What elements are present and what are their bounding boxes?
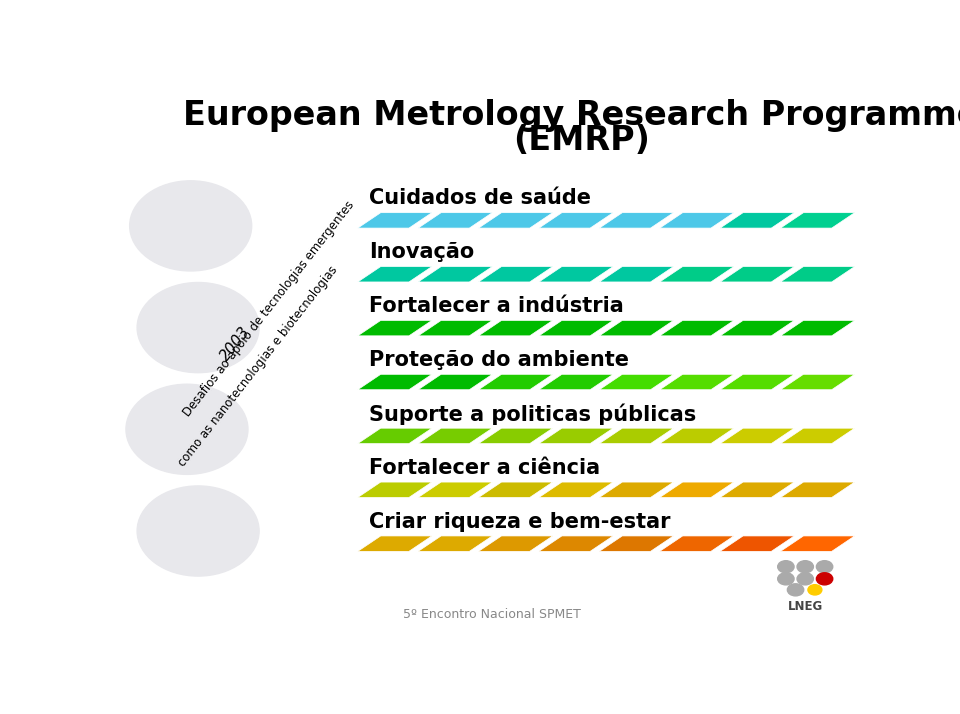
Polygon shape <box>780 482 854 498</box>
Circle shape <box>126 384 248 474</box>
Polygon shape <box>599 321 674 336</box>
Polygon shape <box>660 428 733 443</box>
Text: Fortalecer a ciência: Fortalecer a ciência <box>370 458 600 478</box>
Polygon shape <box>479 374 553 390</box>
Polygon shape <box>479 536 553 551</box>
Polygon shape <box>539 482 613 498</box>
Polygon shape <box>720 482 794 498</box>
Text: (EMRP): (EMRP) <box>513 124 650 157</box>
Polygon shape <box>419 482 492 498</box>
Polygon shape <box>599 428 674 443</box>
Polygon shape <box>780 536 854 551</box>
Polygon shape <box>479 266 553 282</box>
Polygon shape <box>780 374 854 390</box>
Polygon shape <box>358 482 432 498</box>
Polygon shape <box>660 536 733 551</box>
Polygon shape <box>358 428 432 443</box>
Circle shape <box>797 573 813 585</box>
Polygon shape <box>479 428 553 443</box>
Circle shape <box>816 560 832 573</box>
Polygon shape <box>660 321 733 336</box>
Polygon shape <box>780 266 854 282</box>
Circle shape <box>816 573 832 585</box>
Polygon shape <box>539 266 613 282</box>
Text: Criar riqueza e bem-estar: Criar riqueza e bem-estar <box>370 512 671 532</box>
Polygon shape <box>419 266 492 282</box>
Polygon shape <box>539 428 613 443</box>
Polygon shape <box>599 266 674 282</box>
Polygon shape <box>419 536 492 551</box>
Polygon shape <box>660 482 733 498</box>
Polygon shape <box>720 266 794 282</box>
Text: Suporte a politicas públicas: Suporte a politicas públicas <box>370 403 697 425</box>
Circle shape <box>137 486 259 576</box>
Text: Fortalecer a indústria: Fortalecer a indústria <box>370 296 624 316</box>
Polygon shape <box>599 374 674 390</box>
Polygon shape <box>358 536 432 551</box>
Circle shape <box>797 560 813 573</box>
Polygon shape <box>720 536 794 551</box>
Polygon shape <box>660 374 733 390</box>
Polygon shape <box>419 213 492 228</box>
Polygon shape <box>419 428 492 443</box>
Polygon shape <box>780 428 854 443</box>
Text: LNEG: LNEG <box>787 600 823 613</box>
Text: Desafios ao apoio de tecnologias emergentes: Desafios ao apoio de tecnologias emergen… <box>180 198 357 418</box>
Polygon shape <box>539 536 613 551</box>
Polygon shape <box>479 482 553 498</box>
Circle shape <box>778 560 794 573</box>
Polygon shape <box>720 374 794 390</box>
Polygon shape <box>599 536 674 551</box>
Polygon shape <box>780 321 854 336</box>
Polygon shape <box>660 266 733 282</box>
Polygon shape <box>479 213 553 228</box>
Polygon shape <box>599 213 674 228</box>
Circle shape <box>137 283 259 373</box>
Polygon shape <box>419 321 492 336</box>
Polygon shape <box>419 374 492 390</box>
Text: 2003: 2003 <box>217 324 253 364</box>
Circle shape <box>808 585 822 595</box>
Text: Proteção do ambiente: Proteção do ambiente <box>370 350 629 370</box>
Polygon shape <box>358 374 432 390</box>
Polygon shape <box>479 321 553 336</box>
Text: como as nanotecnologias e biotecnologias: como as nanotecnologias e biotecnologias <box>176 263 340 469</box>
Polygon shape <box>720 428 794 443</box>
Text: 5º Encontro Nacional SPMET: 5º Encontro Nacional SPMET <box>403 608 581 621</box>
Polygon shape <box>720 321 794 336</box>
Polygon shape <box>358 266 432 282</box>
Polygon shape <box>660 213 733 228</box>
Polygon shape <box>358 213 432 228</box>
Text: European Metrology Research Programme: European Metrology Research Programme <box>183 99 960 132</box>
Circle shape <box>787 584 804 596</box>
Text: Cuidados de saúde: Cuidados de saúde <box>370 188 591 208</box>
Polygon shape <box>599 482 674 498</box>
Circle shape <box>778 573 794 585</box>
Polygon shape <box>358 321 432 336</box>
Polygon shape <box>539 321 613 336</box>
Polygon shape <box>720 213 794 228</box>
Polygon shape <box>780 213 854 228</box>
Polygon shape <box>539 374 613 390</box>
Circle shape <box>130 181 252 271</box>
Text: Inovação: Inovação <box>370 242 474 262</box>
Polygon shape <box>539 213 613 228</box>
